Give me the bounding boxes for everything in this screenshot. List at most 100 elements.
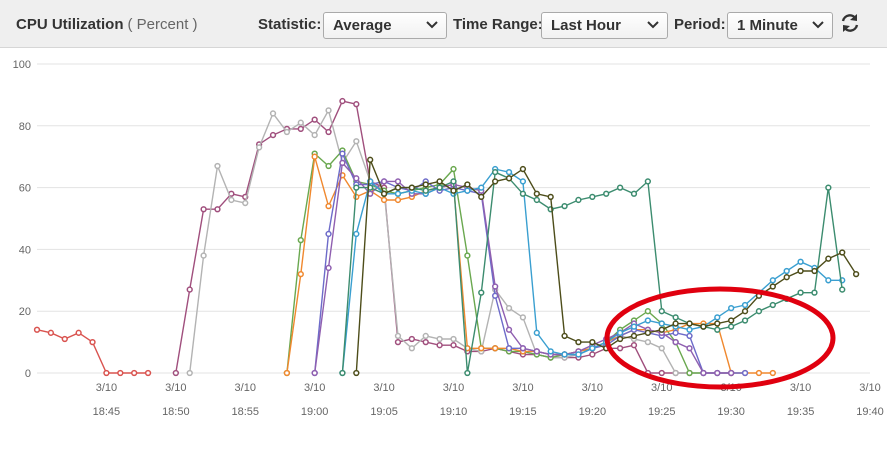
data-point [255, 144, 263, 151]
data-point [311, 116, 318, 123]
data-point [561, 202, 568, 210]
chevron-down-icon [426, 21, 438, 29]
data-point [839, 249, 846, 256]
time-range-select[interactable]: Last Hour [541, 12, 668, 39]
data-point [311, 153, 318, 160]
data-point [519, 314, 527, 321]
data-point [339, 150, 346, 157]
data-point [741, 317, 749, 324]
data-point [478, 289, 485, 296]
refresh-icon[interactable] [839, 12, 861, 34]
x-tick-date: 3/10 [373, 382, 394, 394]
data-point [394, 338, 402, 346]
data-point [297, 270, 304, 278]
data-point [353, 230, 360, 238]
data-point [575, 351, 582, 358]
data-point [297, 125, 304, 133]
data-point [658, 308, 665, 315]
series-1 [33, 326, 152, 377]
data-point [367, 156, 374, 163]
x-tick-time: 19:00 [301, 406, 329, 418]
data-point [436, 335, 443, 343]
data-point [769, 301, 776, 309]
data-point [478, 193, 485, 201]
data-point [408, 345, 416, 352]
data-point [353, 184, 360, 191]
data-point [644, 338, 652, 346]
data-point [644, 308, 652, 315]
data-point [505, 175, 513, 182]
data-point [325, 107, 332, 114]
data-point [394, 178, 402, 185]
period-select[interactable]: 1 Minute [727, 12, 833, 39]
period-select-value: 1 Minute [737, 17, 798, 34]
data-point [547, 193, 554, 201]
x-tick-time: 19:15 [509, 406, 537, 418]
x-tick-time: 19:40 [856, 406, 884, 418]
chevron-down-icon [812, 21, 824, 29]
data-point [561, 351, 568, 358]
data-point [741, 369, 749, 377]
data-point [672, 369, 679, 377]
time-range-label: Time Range: [453, 16, 543, 33]
data-point [533, 329, 540, 336]
data-point [783, 274, 790, 281]
data-point [533, 190, 540, 197]
data-point [686, 332, 693, 340]
data-point [505, 326, 513, 333]
data-point [630, 342, 638, 349]
chevron-down-icon [647, 21, 659, 29]
data-point [797, 289, 804, 296]
data-point [131, 369, 138, 377]
data-point [394, 196, 402, 204]
data-point [464, 369, 471, 377]
y-tick-label: 100 [13, 59, 31, 71]
data-point [422, 181, 429, 188]
data-point [353, 138, 360, 145]
data-point [561, 332, 568, 340]
y-tick-label: 80 [19, 121, 31, 133]
data-point [492, 283, 499, 290]
data-point [589, 338, 596, 346]
data-point [422, 187, 429, 194]
x-tick-time: 19:30 [717, 406, 745, 418]
x-tick-time: 18:50 [162, 406, 190, 418]
data-point [658, 326, 665, 333]
x-tick-date: 3/10 [859, 382, 880, 394]
data-point [658, 345, 665, 352]
series-line [175, 100, 690, 374]
data-point [311, 369, 318, 377]
data-point [380, 190, 388, 197]
data-point [728, 317, 735, 324]
data-point [728, 304, 735, 312]
data-point [325, 202, 332, 210]
y-tick-label: 0 [25, 368, 31, 380]
data-point [769, 369, 776, 377]
data-point [47, 329, 55, 336]
statistic-select-value: Average [333, 17, 392, 34]
y-tick-label: 60 [19, 183, 31, 195]
data-point [325, 264, 332, 272]
data-point [658, 320, 665, 327]
data-point [297, 236, 304, 244]
x-tick-date: 3/10 [790, 382, 811, 394]
data-point [769, 277, 776, 284]
data-point [533, 348, 540, 355]
data-point [492, 178, 499, 185]
data-point [686, 369, 693, 377]
data-point [825, 184, 832, 191]
data-point [408, 335, 416, 343]
data-point [575, 196, 582, 204]
data-point [589, 193, 596, 201]
data-point [478, 184, 485, 191]
data-point [686, 326, 693, 333]
data-point [436, 178, 443, 185]
data-point [339, 97, 346, 105]
data-point [478, 345, 485, 352]
data-point [450, 165, 457, 173]
series-line [286, 156, 773, 374]
statistic-select[interactable]: Average [323, 12, 447, 39]
data-point [755, 369, 763, 377]
data-point [519, 345, 527, 352]
data-point [630, 332, 638, 340]
